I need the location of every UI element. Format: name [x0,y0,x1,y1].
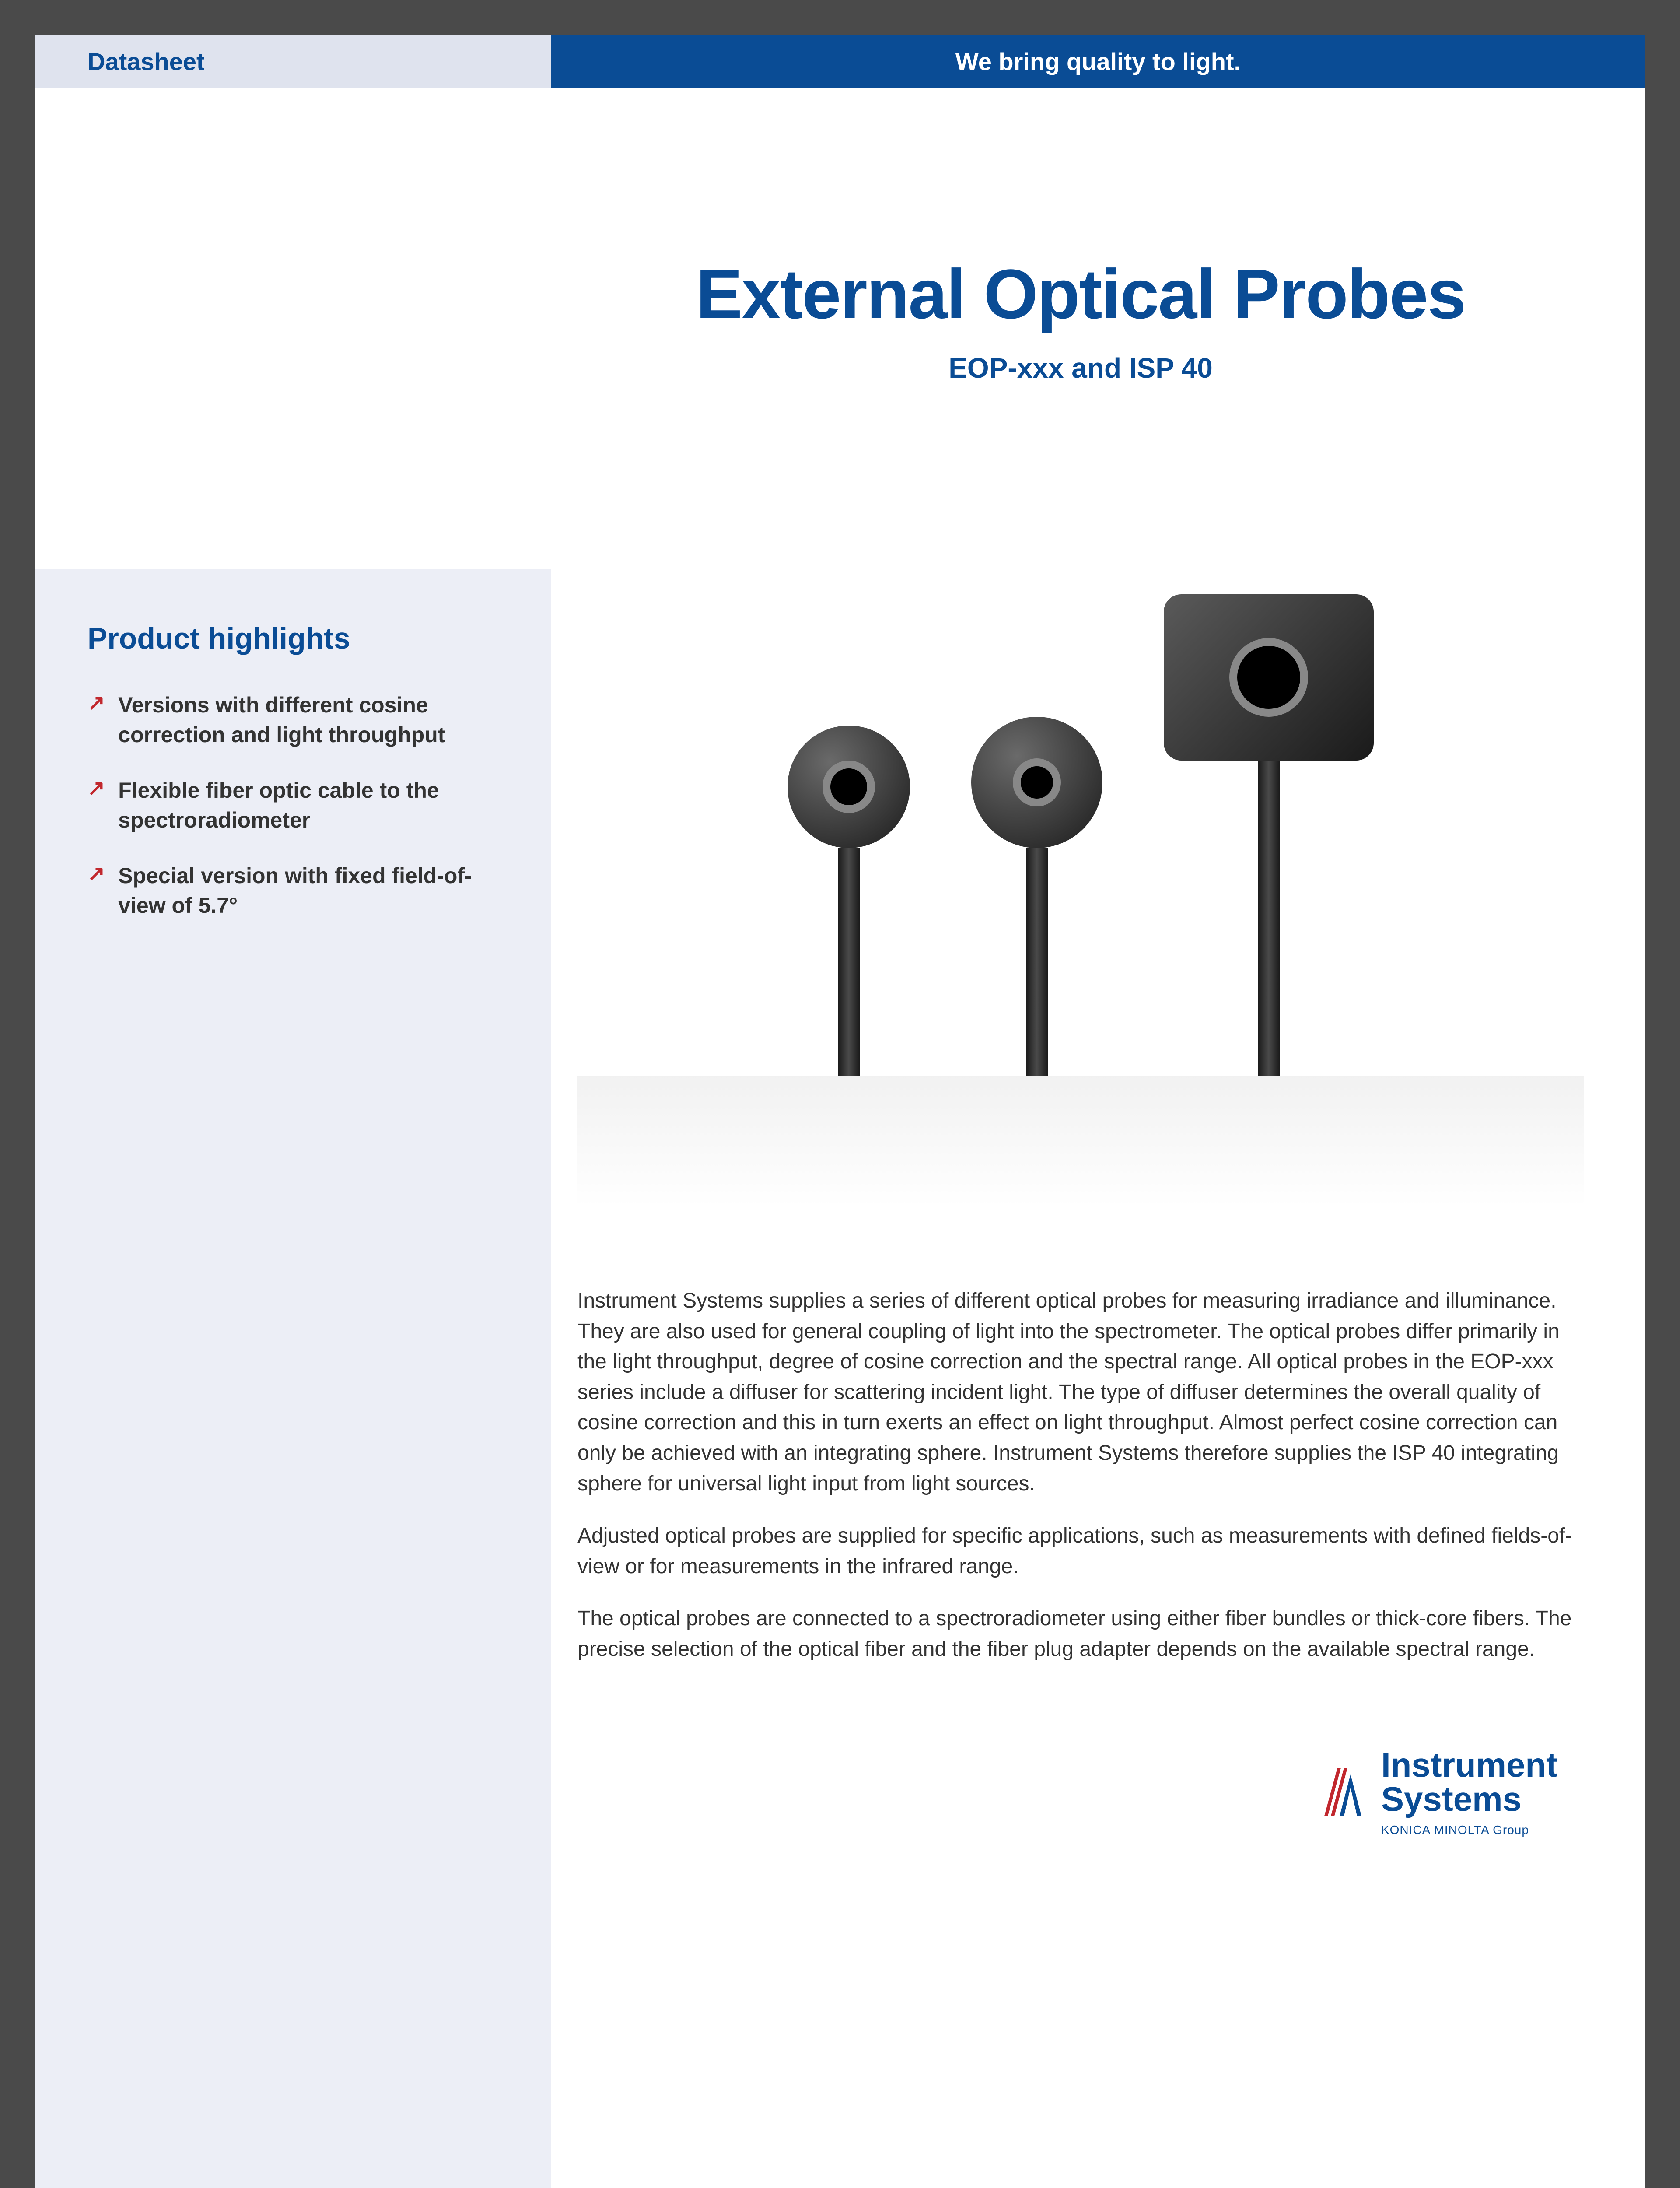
document-subtitle: EOP-xxx and ISP 40 [578,352,1584,384]
probe-aperture-icon [822,761,875,813]
highlight-item: ↗ Flexible fiber optic cable to the spec… [88,776,508,835]
highlights-heading: Product highlights [88,621,508,656]
logo-mark-icon [1316,1764,1368,1820]
document-title: External Optical Probes [578,254,1584,334]
highlight-text: Flexible fiber optic cable to the spectr… [118,776,508,835]
logo-tagline: KONICA MINOLTA Group [1381,1824,1558,1836]
header-left: Datasheet [35,35,551,88]
probe-stem-icon [1026,848,1048,1076]
probe-head-icon [971,717,1102,848]
paragraph: Adjusted optical probes are supplied for… [578,1521,1584,1581]
highlight-text: Special version with fixed field-of-view… [118,861,508,920]
header-right: We bring quality to light. [551,35,1645,88]
sidebar-spacer [35,88,551,569]
title-block: External Optical Probes EOP-xxx and ISP … [578,254,1584,384]
highlight-item: ↗ Versions with different cosine correct… [88,691,508,750]
header-tagline: We bring quality to light. [956,47,1241,76]
probe-medium [971,717,1102,1076]
probe-large [1164,594,1374,1076]
main-column: External Optical Probes EOP-xxx and ISP … [551,88,1645,2188]
paragraph: Instrument Systems supplies a series of … [578,1286,1584,1499]
probe-aperture-icon [1013,758,1061,806]
logo-brand-line2: Systems [1381,1782,1558,1816]
datasheet-page: Datasheet We bring quality to light. Pro… [35,35,1645,2188]
body-text: Instrument Systems supplies a series of … [578,1286,1584,1687]
probe-small [788,726,910,1076]
logo-text: Instrument Systems KONICA MINOLTA Group [1381,1748,1558,1836]
header-bar: Datasheet We bring quality to light. [35,35,1645,88]
arrow-icon: ↗ [88,861,105,887]
arrow-icon: ↗ [88,691,105,716]
header-label: Datasheet [88,47,205,76]
reflection-surface [578,1076,1584,1207]
body-area: Product highlights ↗ Versions with diffe… [35,88,1645,2188]
probe-aperture-icon [1229,638,1308,717]
logo-brand-line1: Instrument [1381,1748,1558,1782]
highlight-text: Versions with different cosine correctio… [118,691,508,750]
probe-stem-icon [838,848,860,1076]
arrow-icon: ↗ [88,776,105,801]
sidebar-column: Product highlights ↗ Versions with diffe… [35,88,551,2188]
company-logo: Instrument Systems KONICA MINOLTA Group [578,1748,1584,1836]
product-image [578,507,1584,1207]
probe-stem-icon [1258,761,1280,1076]
probe-head-icon [788,726,910,848]
highlight-item: ↗ Special version with fixed field-of-vi… [88,861,508,920]
paragraph: The optical probes are connected to a sp… [578,1603,1584,1664]
probe-head-box-icon [1164,594,1374,761]
product-highlights-panel: Product highlights ↗ Versions with diffe… [35,569,551,2188]
